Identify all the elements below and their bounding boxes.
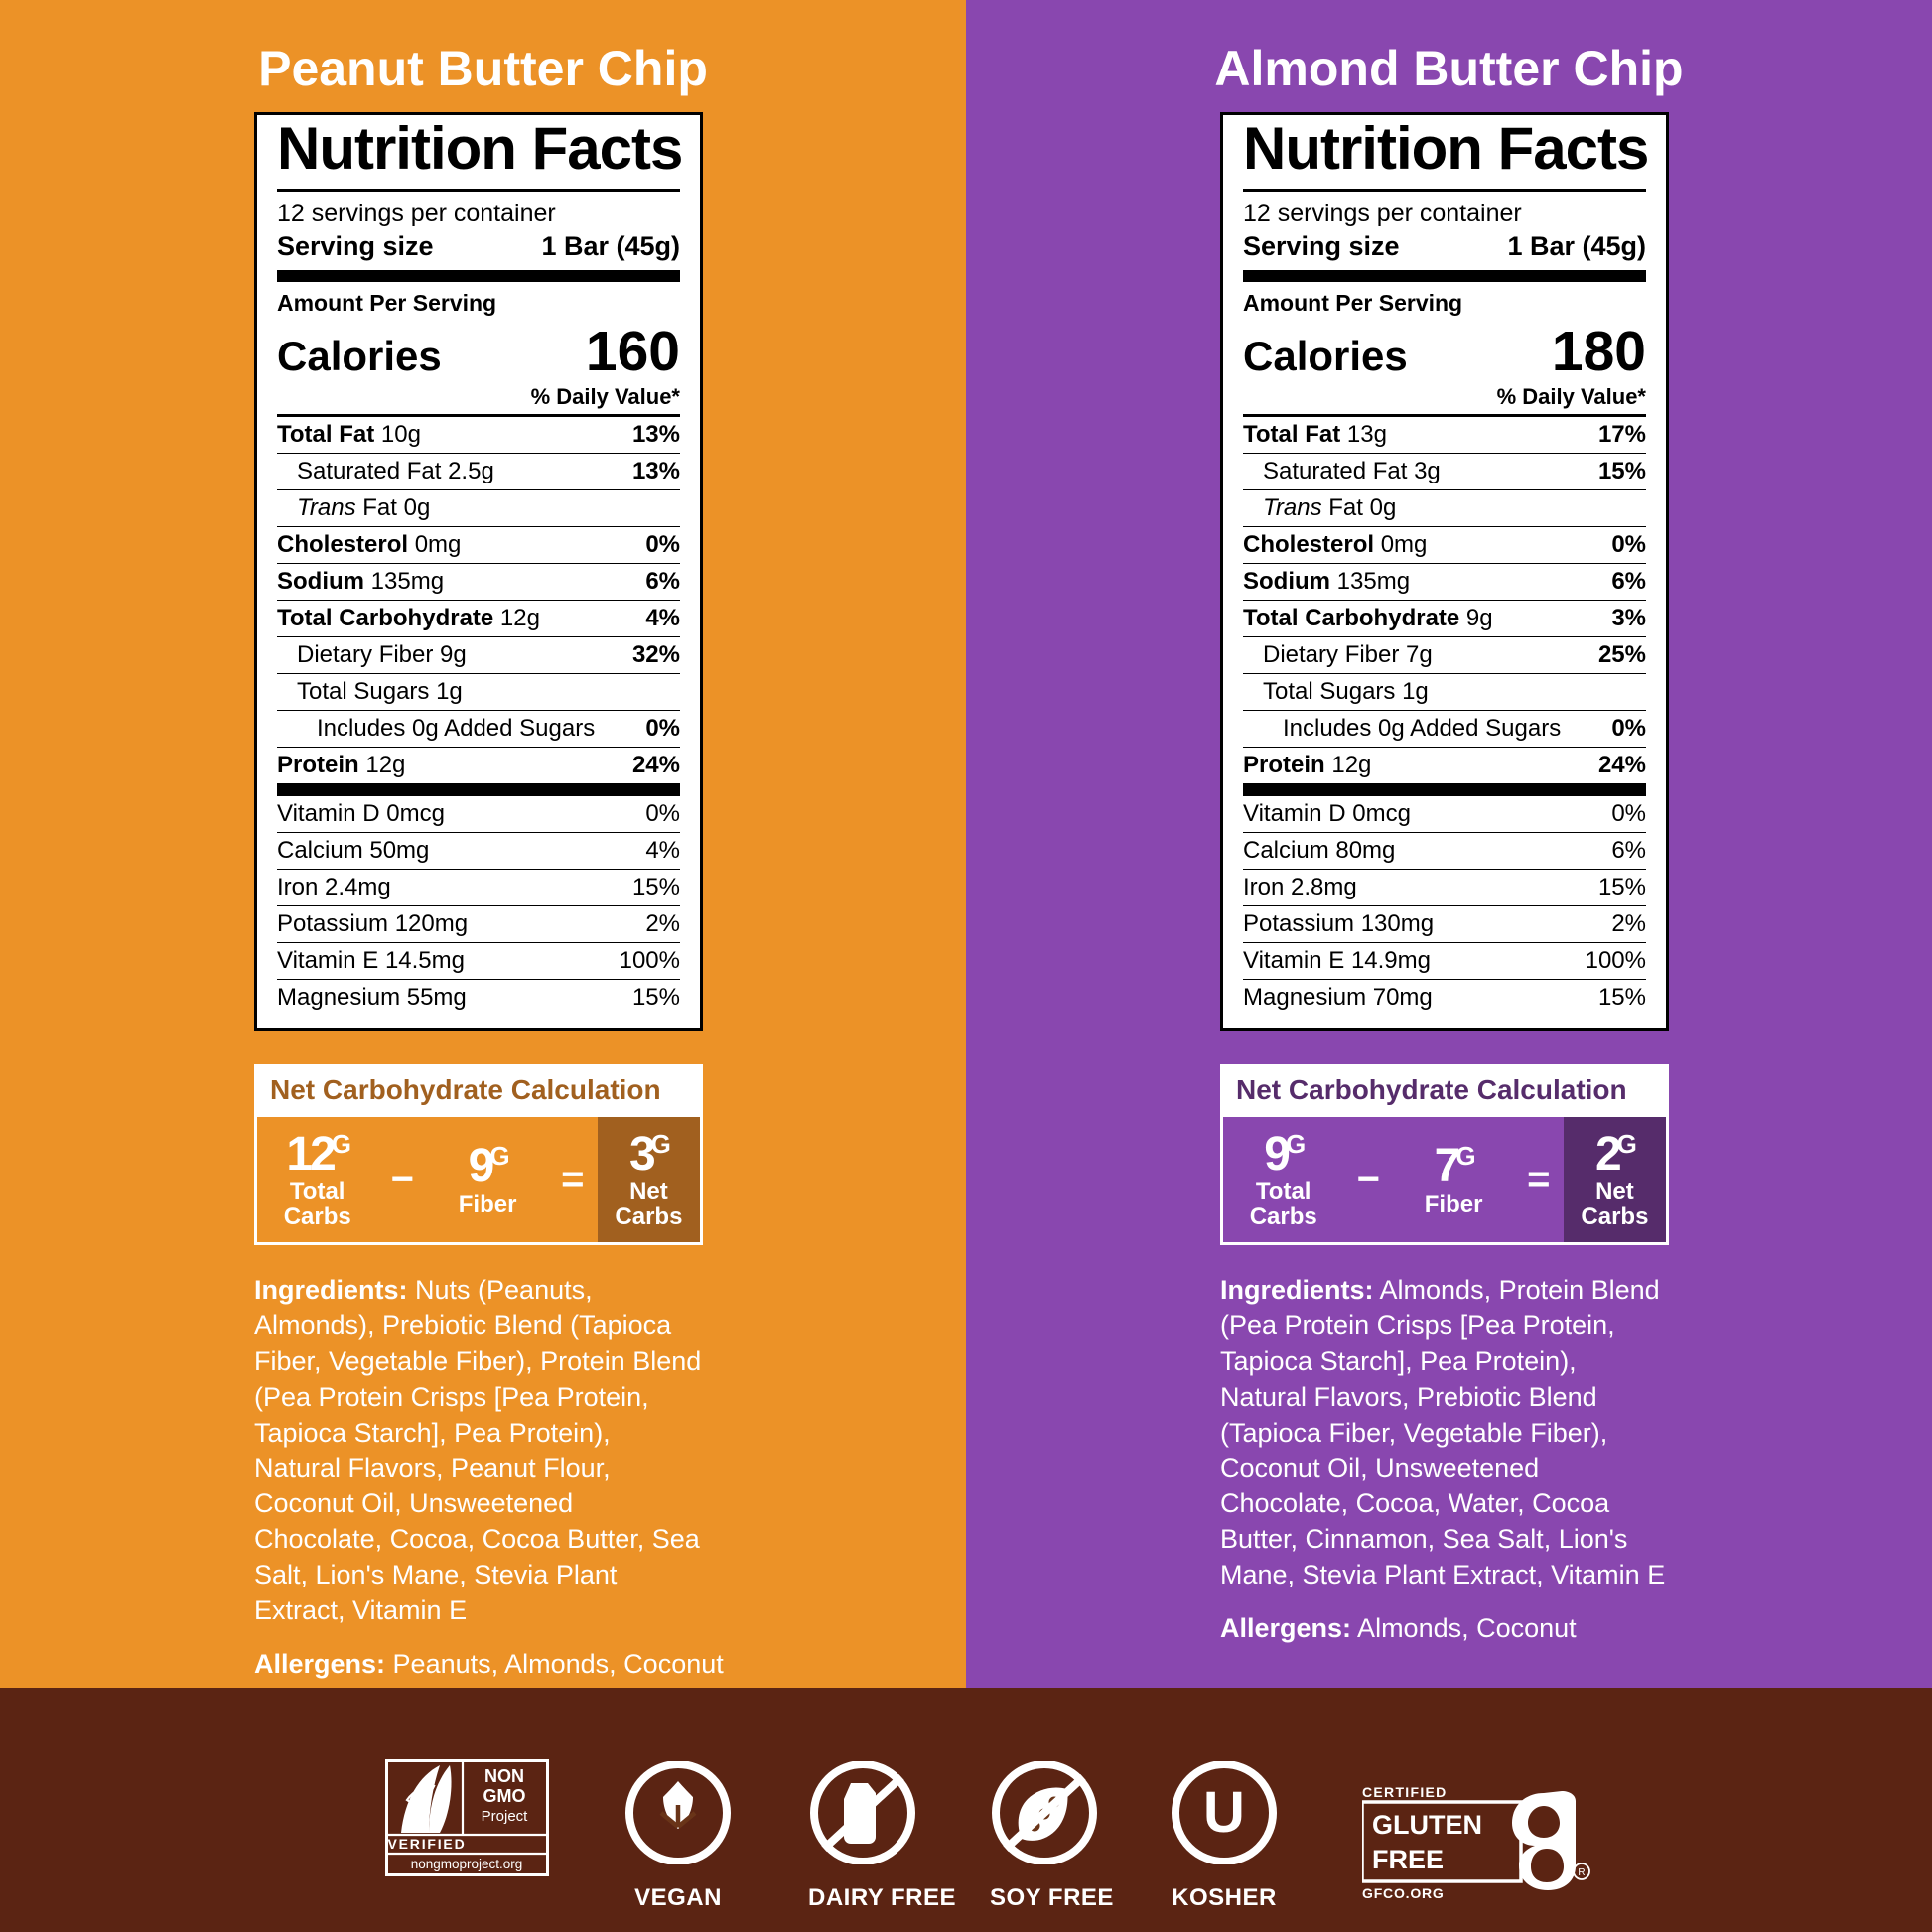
svg-text:VERIFIED: VERIFIED <box>388 1836 467 1852</box>
svg-text:NON: NON <box>484 1766 524 1786</box>
svg-text:GFCO.ORG: GFCO.ORG <box>1362 1885 1445 1901</box>
svg-text:CERTIFIED: CERTIFIED <box>1362 1787 1448 1800</box>
svg-text:nongmoproject.org: nongmoproject.org <box>411 1857 523 1871</box>
svg-text:GLUTEN: GLUTEN <box>1372 1810 1482 1840</box>
svg-text:U: U <box>1203 1780 1245 1845</box>
svg-text:GMO: GMO <box>483 1786 526 1806</box>
svg-text:FREE: FREE <box>1372 1845 1444 1874</box>
svg-text:R: R <box>1578 1867 1585 1878</box>
svg-text:Project: Project <box>482 1808 529 1825</box>
